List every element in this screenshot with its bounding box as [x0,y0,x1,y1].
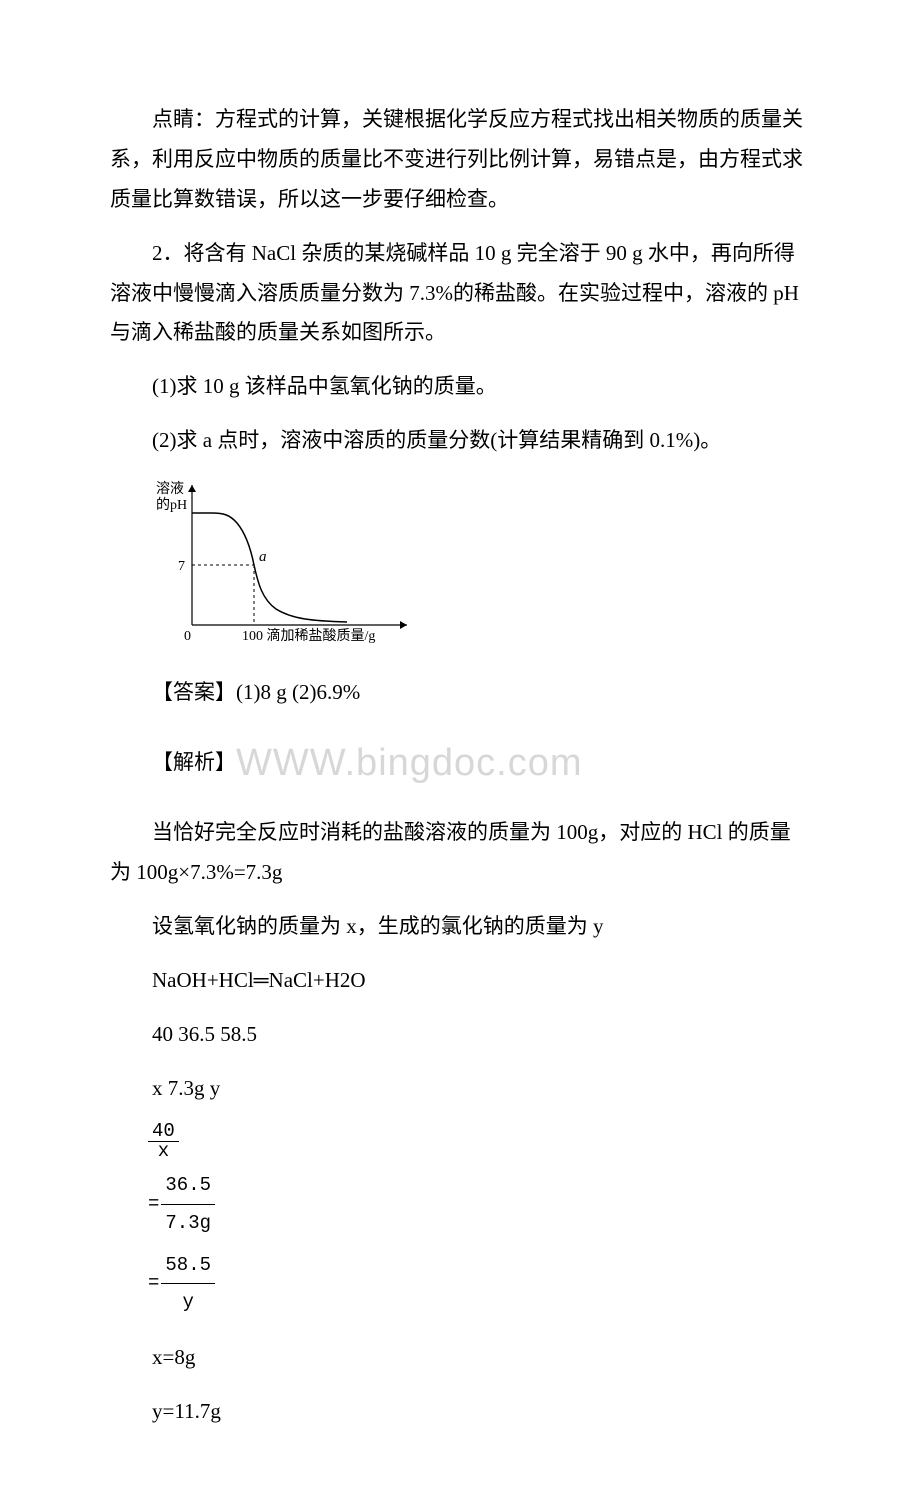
fraction-1: 40 x [148,1122,810,1161]
analysis-p1: 当恰好完全反应时消耗的盐酸溶液的质量为 100g，对应的 HCl 的质量为 10… [110,813,810,893]
y-axis-label-top: 溶液 [156,481,184,497]
variable-line: x 7.3g y [152,1069,810,1109]
frac2-num: 36.5 [161,1167,215,1204]
frac3-num: 58.5 [161,1247,215,1284]
y-axis-arrow [188,485,196,492]
frac2-eq: = [148,1186,159,1222]
analysis-line: 【解析】WWW.bingdoc.com [110,727,810,799]
fraction-3: = 58.5 y [148,1247,215,1320]
x-axis-arrow [400,621,407,629]
equation-line: NaOH+HCl═NaCl+H2O [152,961,810,1001]
frac3-eq: = [148,1265,159,1301]
result-x: x=8g [152,1338,810,1378]
watermark-text: WWW.bingdoc.com [236,727,583,799]
y-axis-label-bottom: 的pH [156,497,187,513]
question-2-stem: 2．将含有 NaCl 杂质的某烧碱样品 10 g 完全溶于 90 g 水中，再向… [110,234,810,354]
molar-mass-line: 40 36.5 58.5 [152,1015,810,1055]
question-2-part2: (2)求 a 点时，溶液中溶质的质量分数(计算结果精确到 0.1%)。 [110,421,810,461]
origin-label: 0 [184,629,191,644]
ph-chart-svg: 溶液 的pH 0 7 a 100 滴加稀盐酸质量/g [152,475,412,645]
answer-prefix: 【答案】 [152,680,236,704]
paragraph-commentary: 点睛：方程式的计算，关键根据化学反应方程式找出相关物质的质量关系，利用反应中物质… [110,100,810,220]
question-2-part1: (1)求 10 g 该样品中氢氧化钠的质量。 [110,367,810,407]
fraction-2: = 36.5 7.3g [148,1167,215,1240]
frac1-num: 40 [148,1122,179,1142]
result-y: y=11.7g [152,1392,810,1432]
analysis-prefix: 【解析】 [110,743,236,783]
frac1-den: x [148,1142,179,1161]
ph-chart: 溶液 的pH 0 7 a 100 滴加稀盐酸质量/g [152,475,810,659]
answer-line: 【答案】(1)8 g (2)6.9% [110,673,810,713]
answer-body: (1)8 g (2)6.9% [236,680,360,704]
x-axis-label: 100 滴加稀盐酸质量/g [242,627,375,644]
y-tick-7: 7 [178,559,185,574]
point-a-label: a [259,549,267,565]
frac2-den: 7.3g [161,1205,215,1241]
analysis-p2: 设氢氧化钠的质量为 x，生成的氯化钠的质量为 y [110,907,810,947]
ph-curve [192,513,347,622]
